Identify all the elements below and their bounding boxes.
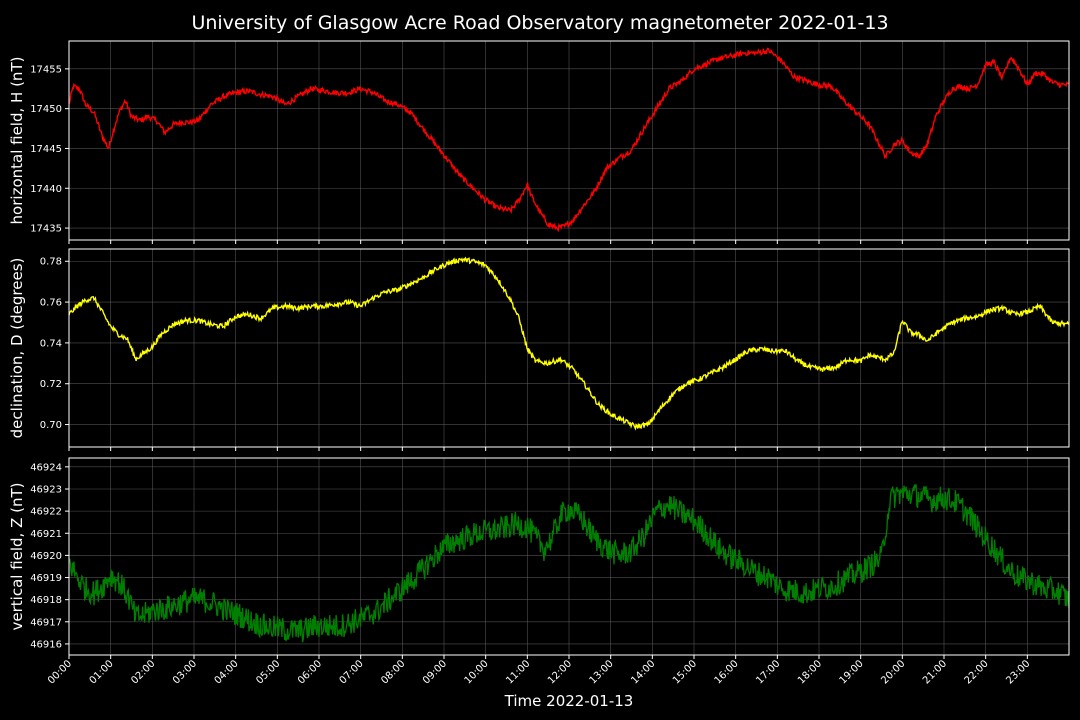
y-tick-label: 17445 — [30, 144, 62, 155]
y-tick-label: 46919 — [30, 573, 62, 584]
x-tick-label: 09:00 — [421, 658, 449, 686]
x-tick-label: 21:00 — [921, 658, 949, 686]
series-line-horizontal — [68, 47, 1070, 233]
y-axis-label-declination: declination, D (degrees) — [8, 258, 26, 439]
y-tick-label: 46923 — [30, 484, 62, 495]
chart-title: University of Glasgow Acre Road Observat… — [191, 12, 888, 34]
y-tick-label: 0.76 — [40, 298, 62, 309]
x-tick-label: 16:00 — [713, 658, 741, 686]
x-tick-label: 11:00 — [504, 658, 532, 686]
series-line-declination — [68, 256, 1070, 431]
x-tick-label: 17:00 — [754, 658, 782, 686]
x-tick-label: 04:00 — [213, 658, 241, 686]
x-axis-label: Time 2022-01-13 — [504, 692, 634, 710]
panel-horizontal: 17435 17440 17445 17450 17455 horizontal fiel… — [8, 40, 1070, 244]
y-tick-label: 46922 — [30, 507, 62, 518]
x-tick-label: 01:00 — [88, 658, 116, 686]
y-tick-label: 0.78 — [40, 257, 62, 268]
panel-declination: 0.70 0.72 0.74 0.76 0.78 declination, D (degr… — [8, 248, 1070, 451]
x-tick-label: 00:00 — [46, 658, 74, 686]
y-tick-label: 46916 — [30, 639, 62, 650]
x-tick-label: 07:00 — [338, 658, 366, 686]
plot-frame — [68, 248, 1070, 448]
x-tick-label: 15:00 — [671, 658, 699, 686]
x-tick-label: 22:00 — [963, 658, 991, 686]
series-line-vertical — [68, 484, 1070, 643]
y-tick-label: 0.72 — [40, 379, 62, 390]
x-tick-label: 08:00 — [379, 658, 407, 686]
x-tick-label: 05:00 — [254, 658, 282, 686]
x-tick-label: 19:00 — [838, 658, 866, 686]
x-tick-label: 23:00 — [1004, 658, 1032, 686]
y-tick-label: 17440 — [30, 184, 62, 195]
y-tick-label: 46918 — [30, 595, 62, 606]
x-tick-label: 10:00 — [463, 658, 491, 686]
y-tick-label: 0.70 — [40, 420, 62, 431]
y-tick-label: 46924 — [30, 462, 62, 473]
x-tick-label: 06:00 — [296, 658, 324, 686]
y-tick-label: 46920 — [30, 551, 62, 562]
y-tick-label: 46921 — [30, 529, 62, 540]
y-tick-label: 17450 — [30, 104, 62, 115]
x-tick-label: 12:00 — [546, 658, 574, 686]
x-tick-label: 03:00 — [171, 658, 199, 686]
plot-frame — [68, 457, 1070, 656]
plot-frame — [68, 40, 1070, 241]
x-tick-label: 13:00 — [588, 658, 616, 686]
x-tick-label: 14:00 — [629, 658, 657, 686]
x-tick-label: 20:00 — [879, 658, 907, 686]
y-tick-label: 17455 — [30, 64, 62, 75]
panel-vertical: 46916 46917 46918 46919 46920 46921 46922 46923… — [8, 457, 1070, 659]
y-tick-label: 46917 — [30, 617, 62, 628]
y-axis-label-vertical: vertical field, Z (nT) — [8, 482, 26, 630]
y-tick-label: 0.74 — [40, 338, 62, 349]
y-axis-label-horizontal: horizontal field, H (nT) — [8, 57, 26, 225]
y-tick-label: 17435 — [30, 224, 62, 235]
x-tick-label: 02:00 — [129, 658, 157, 686]
x-tick-label: 18:00 — [796, 658, 824, 686]
